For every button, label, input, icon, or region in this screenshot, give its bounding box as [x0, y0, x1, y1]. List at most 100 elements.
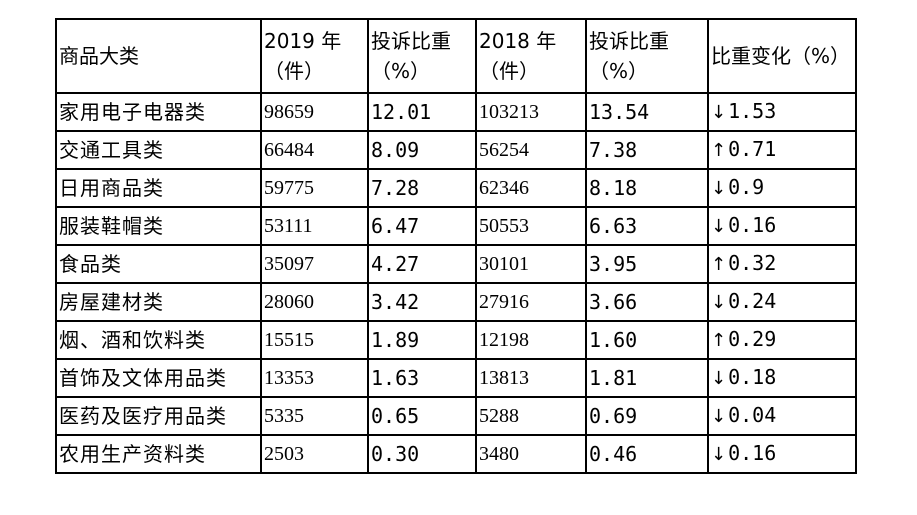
count-2019-cell: 28060 — [260, 282, 369, 322]
category-cell: 家用电子电器类 — [55, 92, 262, 132]
arrow-up-icon: ↑ — [711, 330, 727, 351]
category-cell: 烟、酒和饮料类 — [55, 320, 262, 360]
share-2018-cell: 0.69 — [585, 396, 709, 436]
count-2018-cell: 5288 — [475, 396, 587, 436]
share-2018-cell: 3.66 — [585, 282, 709, 322]
count-2019-cell: 98659 — [260, 92, 369, 132]
count-2018-cell: 103213 — [475, 92, 587, 132]
header-category-line1: 商品大类 — [59, 44, 139, 68]
table-row: 首饰及文体用品类 13353 1.63 13813 1.81 ↓ 0.18 — [55, 358, 857, 398]
header-share-2019-line1: 投诉比重 — [371, 29, 451, 53]
share-change-cell: ↑ 0.29 — [707, 320, 857, 360]
share-2018-cell: 3.95 — [585, 244, 709, 284]
count-2018-cell: 27916 — [475, 282, 587, 322]
count-2019-cell: 53111 — [260, 206, 369, 246]
share-change-cell: ↓ 0.04 — [707, 396, 857, 436]
category-cell: 服装鞋帽类 — [55, 206, 262, 246]
share-change-cell: ↑ 0.32 — [707, 244, 857, 284]
share-2019-cell: 4.27 — [367, 244, 477, 284]
arrow-down-icon: ↓ — [711, 292, 727, 313]
arrow-down-icon: ↓ — [711, 178, 727, 199]
share-2019-cell: 7.28 — [367, 168, 477, 208]
count-2018-cell: 56254 — [475, 130, 587, 170]
share-2019-cell: 8.09 — [367, 130, 477, 170]
share-change-cell: ↓ 0.16 — [707, 434, 857, 474]
arrow-down-icon: ↓ — [711, 406, 727, 427]
category-cell: 日用商品类 — [55, 168, 262, 208]
share-2018-cell: 1.81 — [585, 358, 709, 398]
share-change-value: 0.9 — [728, 175, 765, 199]
arrow-up-icon: ↑ — [711, 254, 727, 275]
share-change-value: 1.53 — [728, 99, 777, 123]
share-2018-cell: 8.18 — [585, 168, 709, 208]
share-2019-cell: 3.42 — [367, 282, 477, 322]
complaint-category-table: 商品大类 2019 年 （件） 投诉比重 （%） 2018 年 （件） 投诉比重… — [55, 18, 857, 474]
category-cell: 食品类 — [55, 244, 262, 284]
share-2019-cell: 6.47 — [367, 206, 477, 246]
table-body: 商品大类 2019 年 （件） 投诉比重 （%） 2018 年 （件） 投诉比重… — [55, 18, 857, 474]
table-row: 农用生产资料类 2503 0.30 3480 0.46 ↓ 0.16 — [55, 434, 857, 474]
share-change-value: 0.32 — [728, 251, 777, 275]
share-change-cell: ↓ 0.16 — [707, 206, 857, 246]
count-2018-cell: 62346 — [475, 168, 587, 208]
header-share-2019-line2: （%） — [371, 59, 431, 83]
share-change-cell: ↓ 0.18 — [707, 358, 857, 398]
arrow-down-icon: ↓ — [711, 368, 727, 389]
header-share-2018-line2: （%） — [589, 59, 649, 83]
header-share-2018-line1: 投诉比重 — [589, 29, 669, 53]
share-change-cell: ↑ 0.71 — [707, 130, 857, 170]
count-2019-cell: 59775 — [260, 168, 369, 208]
share-2019-cell: 12.01 — [367, 92, 477, 132]
table-row: 服装鞋帽类 53111 6.47 50553 6.63 ↓ 0.16 — [55, 206, 857, 246]
count-2018-cell: 30101 — [475, 244, 587, 284]
share-change-value: 0.18 — [728, 365, 777, 389]
share-change-value: 0.71 — [728, 137, 777, 161]
count-2019-cell: 66484 — [260, 130, 369, 170]
category-cell: 农用生产资料类 — [55, 434, 262, 474]
share-2018-cell: 13.54 — [585, 92, 709, 132]
category-cell: 房屋建材类 — [55, 282, 262, 322]
arrow-up-icon: ↑ — [711, 140, 727, 161]
count-2018-cell: 12198 — [475, 320, 587, 360]
category-cell: 交通工具类 — [55, 130, 262, 170]
share-2018-cell: 1.60 — [585, 320, 709, 360]
share-change-value: 0.16 — [728, 213, 777, 237]
table-row: 医药及医疗用品类 5335 0.65 5288 0.69 ↓ 0.04 — [55, 396, 857, 436]
table-row: 烟、酒和饮料类 15515 1.89 12198 1.60 ↑ 0.29 — [55, 320, 857, 360]
share-2018-cell: 0.46 — [585, 434, 709, 474]
share-2018-cell: 7.38 — [585, 130, 709, 170]
header-count-2018: 2018 年 （件） — [475, 18, 587, 94]
share-2019-cell: 1.89 — [367, 320, 477, 360]
share-2018-cell: 6.63 — [585, 206, 709, 246]
count-2018-cell: 50553 — [475, 206, 587, 246]
table-row: 交通工具类 66484 8.09 56254 7.38 ↑ 0.71 — [55, 130, 857, 170]
table-header-row: 商品大类 2019 年 （件） 投诉比重 （%） 2018 年 （件） 投诉比重… — [55, 18, 857, 94]
count-2019-cell: 35097 — [260, 244, 369, 284]
arrow-down-icon: ↓ — [711, 102, 727, 123]
count-2019-cell: 15515 — [260, 320, 369, 360]
share-change-value: 0.16 — [728, 441, 777, 465]
table-row: 房屋建材类 28060 3.42 27916 3.66 ↓ 0.24 — [55, 282, 857, 322]
header-count-2019: 2019 年 （件） — [260, 18, 369, 94]
table-row: 家用电子电器类 98659 12.01 103213 13.54 ↓ 1.53 — [55, 92, 857, 132]
count-2019-cell: 13353 — [260, 358, 369, 398]
header-share-2019: 投诉比重 （%） — [367, 18, 477, 94]
header-category: 商品大类 — [55, 18, 262, 94]
share-2019-cell: 1.63 — [367, 358, 477, 398]
header-count-2019-line2: （件） — [264, 59, 324, 83]
count-2019-cell: 2503 — [260, 434, 369, 474]
share-change-value: 0.24 — [728, 289, 777, 313]
share-2019-cell: 0.65 — [367, 396, 477, 436]
category-cell: 医药及医疗用品类 — [55, 396, 262, 436]
header-count-2019-line1: 2019 年 — [264, 29, 342, 53]
count-2018-cell: 3480 — [475, 434, 587, 474]
share-change-value: 0.29 — [728, 327, 777, 351]
header-count-2018-line1: 2018 年 — [479, 29, 557, 53]
share-change-cell: ↓ 0.24 — [707, 282, 857, 322]
header-share-change: 比重变化（%） — [707, 18, 857, 94]
category-cell: 首饰及文体用品类 — [55, 358, 262, 398]
share-change-value: 0.04 — [728, 403, 777, 427]
header-count-2018-line2: （件） — [479, 59, 539, 83]
share-change-cell: ↓ 1.53 — [707, 92, 857, 132]
arrow-down-icon: ↓ — [711, 216, 727, 237]
